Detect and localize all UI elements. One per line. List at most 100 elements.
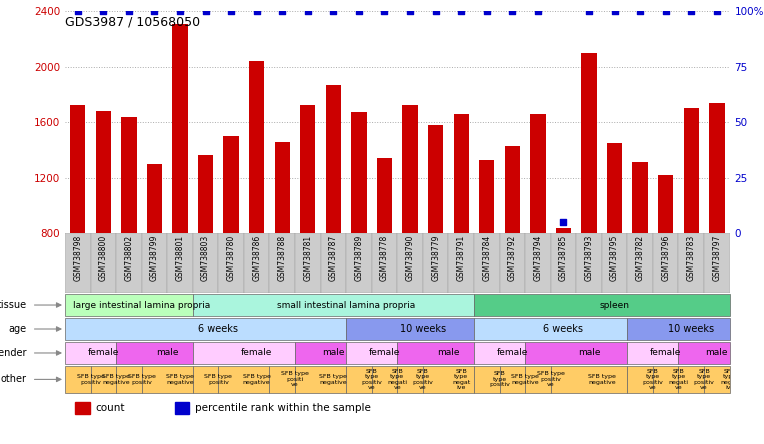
FancyBboxPatch shape <box>346 365 372 393</box>
Text: female: female <box>88 349 119 357</box>
Point <box>174 8 186 15</box>
Bar <box>351 112 367 233</box>
FancyBboxPatch shape <box>653 233 678 293</box>
FancyBboxPatch shape <box>602 233 627 293</box>
FancyBboxPatch shape <box>116 365 141 393</box>
Bar <box>607 143 622 233</box>
Text: age: age <box>8 324 27 334</box>
Text: GSM738803: GSM738803 <box>201 235 210 281</box>
Text: GSM738779: GSM738779 <box>431 235 440 281</box>
Bar <box>249 61 264 233</box>
Text: SFB type
negative: SFB type negative <box>588 374 616 385</box>
Point <box>532 8 544 15</box>
FancyBboxPatch shape <box>525 233 551 293</box>
Text: spleen: spleen <box>600 301 630 309</box>
Text: SFB type
positiv
ve: SFB type positiv ve <box>537 372 565 387</box>
Text: GSM738781: GSM738781 <box>303 235 312 281</box>
FancyBboxPatch shape <box>422 233 448 293</box>
FancyBboxPatch shape <box>65 342 116 364</box>
Text: SFB type
negative: SFB type negative <box>511 374 539 385</box>
Bar <box>274 142 290 233</box>
Text: GSM738782: GSM738782 <box>636 235 645 281</box>
Bar <box>96 111 111 233</box>
Bar <box>709 103 724 233</box>
FancyBboxPatch shape <box>397 342 474 364</box>
Text: count: count <box>96 403 125 413</box>
FancyBboxPatch shape <box>372 365 397 393</box>
Point <box>634 8 646 15</box>
Bar <box>479 159 494 233</box>
Point <box>123 8 135 15</box>
FancyBboxPatch shape <box>627 233 653 293</box>
FancyBboxPatch shape <box>90 365 116 393</box>
FancyBboxPatch shape <box>141 233 167 293</box>
Bar <box>428 125 443 233</box>
FancyBboxPatch shape <box>627 342 678 364</box>
Bar <box>530 114 545 233</box>
FancyBboxPatch shape <box>678 233 704 293</box>
Text: 6 weeks: 6 weeks <box>543 324 584 334</box>
Bar <box>555 228 571 233</box>
Bar <box>581 53 597 233</box>
FancyBboxPatch shape <box>193 342 295 364</box>
FancyBboxPatch shape <box>474 342 525 364</box>
Point <box>251 8 263 15</box>
Point <box>97 8 109 15</box>
FancyBboxPatch shape <box>551 365 627 393</box>
Bar <box>325 85 341 233</box>
Point <box>583 8 595 15</box>
FancyBboxPatch shape <box>500 365 525 393</box>
FancyBboxPatch shape <box>525 342 627 364</box>
Text: male: male <box>156 349 179 357</box>
Bar <box>454 114 469 233</box>
FancyBboxPatch shape <box>116 233 141 293</box>
Bar <box>223 136 239 233</box>
Text: GSM738791: GSM738791 <box>457 235 466 281</box>
Text: SFB
type
positiv
ve: SFB type positiv ve <box>643 369 663 390</box>
Text: GSM738790: GSM738790 <box>406 235 415 281</box>
Bar <box>633 163 648 233</box>
FancyBboxPatch shape <box>270 365 295 393</box>
Point <box>148 8 160 15</box>
Text: GSM738785: GSM738785 <box>559 235 568 281</box>
FancyBboxPatch shape <box>627 365 653 393</box>
FancyBboxPatch shape <box>167 233 193 293</box>
FancyBboxPatch shape <box>65 294 193 316</box>
Bar <box>377 158 392 233</box>
Text: other: other <box>1 374 27 385</box>
Bar <box>300 106 316 233</box>
Text: 10 weeks: 10 weeks <box>400 324 446 334</box>
Point <box>507 8 519 15</box>
FancyBboxPatch shape <box>193 233 219 293</box>
FancyBboxPatch shape <box>193 294 474 316</box>
Text: GSM738797: GSM738797 <box>712 235 721 281</box>
Text: GSM738788: GSM738788 <box>278 235 286 281</box>
Text: SFB type
positiv: SFB type positiv <box>205 374 232 385</box>
FancyBboxPatch shape <box>474 318 627 340</box>
Text: GSM738796: GSM738796 <box>661 235 670 281</box>
Text: female: female <box>369 349 400 357</box>
Text: large intestinal lamina propria: large intestinal lamina propria <box>73 301 210 309</box>
Bar <box>175 402 189 414</box>
Text: SFB
type
negati
ve: SFB type negati ve <box>387 369 407 390</box>
Point <box>685 8 698 15</box>
Text: SFB type
positiv: SFB type positiv <box>128 374 156 385</box>
Text: GSM738799: GSM738799 <box>150 235 159 281</box>
Text: SFB
type
positiv
ve: SFB type positiv ve <box>413 369 433 390</box>
Text: male: male <box>437 349 460 357</box>
FancyBboxPatch shape <box>193 365 219 393</box>
Text: SFB
type
negat
ive: SFB type negat ive <box>720 369 739 390</box>
Point <box>72 8 84 15</box>
Text: GSM738787: GSM738787 <box>329 235 338 281</box>
FancyBboxPatch shape <box>704 365 730 393</box>
Point <box>429 8 442 15</box>
FancyBboxPatch shape <box>397 365 422 393</box>
Text: GSM738801: GSM738801 <box>176 235 184 281</box>
Point <box>276 8 288 15</box>
Point <box>455 8 468 15</box>
FancyBboxPatch shape <box>244 233 270 293</box>
Text: male: male <box>578 349 601 357</box>
FancyBboxPatch shape <box>500 233 525 293</box>
Bar <box>684 108 699 233</box>
Text: SFB
type
positiv
ve: SFB type positiv ve <box>361 369 382 390</box>
